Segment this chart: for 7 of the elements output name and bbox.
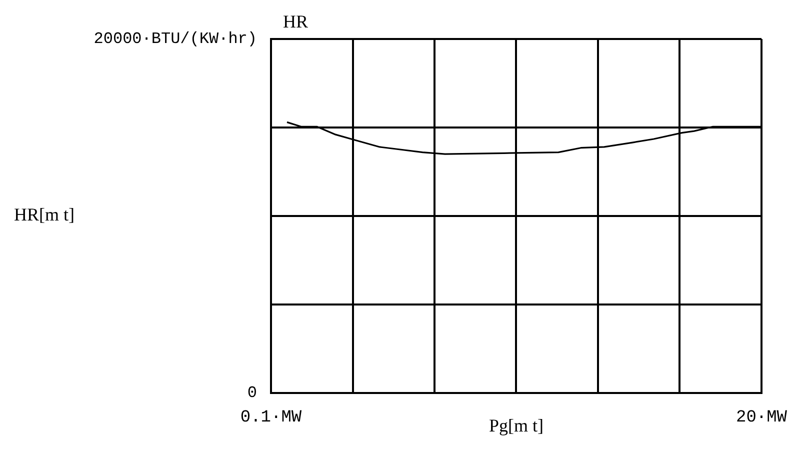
x-axis-title: Pg[m t] (488, 416, 544, 436)
y-tick-label: 20000·BTU/(KW·hr) (94, 30, 257, 48)
x-tick-label: 20·MW (736, 408, 788, 428)
chart-title: HR (283, 12, 308, 32)
y-axis-title: HR[m t] (14, 204, 74, 225)
x-tick-label: 0.1·MW (240, 408, 302, 428)
y-tick-label: 0 (247, 384, 257, 402)
